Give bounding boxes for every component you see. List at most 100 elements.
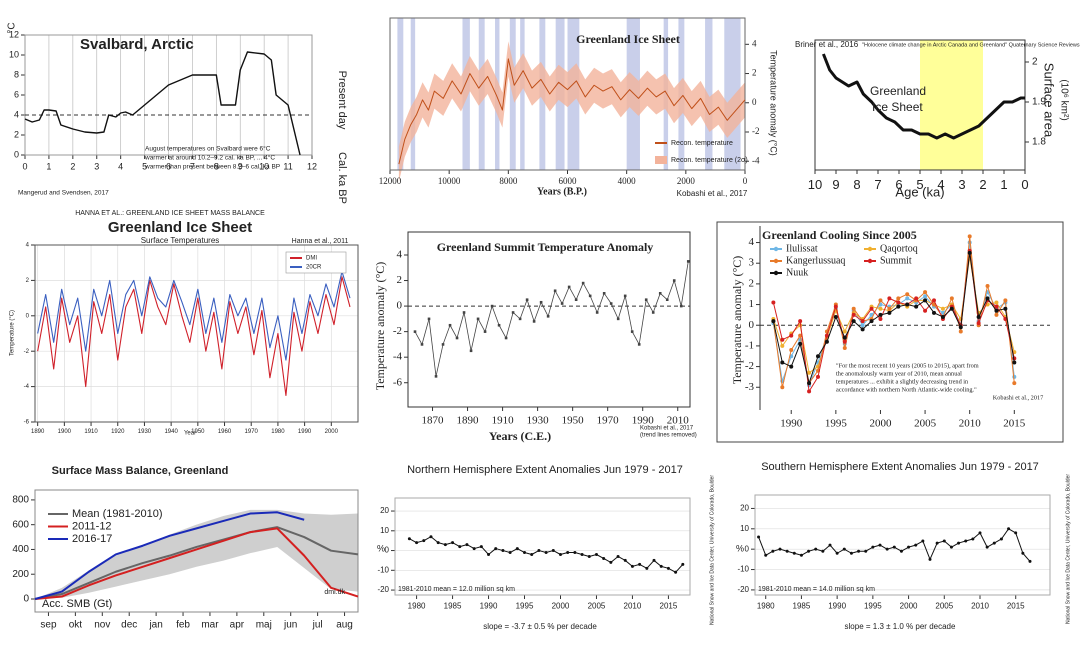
point bbox=[1021, 551, 1025, 555]
point bbox=[420, 343, 424, 346]
point bbox=[537, 549, 541, 553]
series-line bbox=[37, 271, 351, 361]
point bbox=[807, 549, 811, 553]
x-tick-label: 7 bbox=[874, 177, 881, 192]
x-tick-label: 1890 bbox=[31, 429, 45, 435]
uncertainty-band bbox=[398, 41, 745, 182]
point bbox=[686, 260, 690, 263]
y-tick-label: 20 bbox=[740, 504, 749, 513]
point bbox=[638, 562, 642, 566]
y-label: Temperature anomaly (°C) bbox=[373, 262, 387, 391]
legend-label: 2011-12 bbox=[72, 520, 112, 532]
legend-label: Recon. temperature (2σ) bbox=[671, 157, 748, 164]
slope: slope = -3.7 ± 0.5 % per decade bbox=[483, 622, 597, 631]
point bbox=[609, 302, 613, 305]
point bbox=[451, 541, 455, 545]
x-tick-label: 2 bbox=[70, 161, 75, 171]
x-tick-label: 6 bbox=[895, 177, 902, 192]
y-tick-label: 10 bbox=[9, 49, 19, 59]
x-label: Year bbox=[184, 431, 196, 437]
point bbox=[958, 325, 963, 330]
point bbox=[905, 302, 910, 307]
point bbox=[530, 553, 534, 557]
credit: Mangerud and Svendsen, 2017 bbox=[18, 190, 109, 197]
y-tick-label: 0 bbox=[14, 149, 19, 159]
point bbox=[814, 547, 818, 551]
y-tick-label: 400 bbox=[12, 544, 29, 555]
point bbox=[780, 385, 785, 390]
point bbox=[487, 553, 491, 557]
plot-frame bbox=[24, 34, 313, 156]
point bbox=[923, 308, 928, 313]
point bbox=[932, 298, 936, 303]
y-label: % bbox=[736, 543, 744, 553]
x-tick-label: 1930 bbox=[527, 414, 550, 426]
x-tick-label: 11 bbox=[283, 161, 292, 171]
notes: August temperatures on Svalbard were 6°C bbox=[145, 145, 271, 153]
y-tick-label: -4 bbox=[24, 384, 30, 390]
point bbox=[415, 541, 419, 545]
point bbox=[455, 336, 459, 340]
slope: slope = 1.3 ± 1.0 % per decade bbox=[845, 622, 956, 631]
point bbox=[964, 539, 968, 543]
x-tick-label: 1990 bbox=[298, 429, 312, 435]
x-tick-label: 1900 bbox=[58, 429, 72, 435]
point bbox=[595, 311, 599, 314]
point bbox=[958, 329, 963, 334]
point bbox=[764, 553, 768, 557]
point bbox=[869, 319, 874, 324]
x-tick-label: 1910 bbox=[84, 429, 98, 435]
point bbox=[1012, 360, 1017, 365]
series-line bbox=[758, 528, 1031, 562]
y-tick-label: -2 bbox=[24, 349, 30, 355]
x-tick-label: feb bbox=[176, 620, 190, 631]
point bbox=[842, 345, 847, 350]
y-tick-label: 0 bbox=[397, 300, 403, 312]
point bbox=[472, 547, 476, 551]
point bbox=[976, 314, 981, 319]
series-line bbox=[34, 526, 359, 600]
title: Greenland Ice Sheet bbox=[576, 32, 680, 46]
header: HANNA ET AL.: GREENLAND ICE SHEET MASS B… bbox=[75, 210, 265, 217]
point bbox=[413, 330, 417, 333]
point bbox=[878, 317, 883, 322]
point bbox=[771, 300, 776, 305]
notes: temperatures ... exhibit a slightly decr… bbox=[836, 378, 969, 385]
point bbox=[515, 547, 519, 551]
point bbox=[645, 566, 649, 570]
legend-label: Summit bbox=[880, 255, 912, 266]
y-tick-label: 20 bbox=[380, 506, 389, 515]
point bbox=[665, 298, 669, 302]
point bbox=[928, 557, 932, 561]
x-tick-label: 4000 bbox=[618, 176, 637, 186]
y-label: Temperature anomaly (°C) bbox=[730, 256, 744, 385]
point bbox=[1003, 317, 1008, 322]
credit: Hanna et al., 2011 bbox=[292, 238, 349, 245]
point bbox=[560, 302, 564, 305]
notes: warmer than present between 8.2–6 cal. k… bbox=[144, 164, 280, 171]
point bbox=[490, 304, 494, 308]
x-tick-label: 10 bbox=[259, 161, 269, 171]
point bbox=[905, 296, 910, 301]
point bbox=[567, 285, 571, 289]
x-tick-label: 6000 bbox=[559, 176, 578, 186]
point bbox=[878, 298, 883, 303]
x-tick-label: okt bbox=[69, 620, 83, 631]
y-label: (10⁶ km²) bbox=[1058, 79, 1069, 120]
point bbox=[798, 333, 803, 338]
series-line bbox=[34, 527, 359, 600]
x-tick-label: 2005 bbox=[588, 601, 606, 610]
x-tick-label: jul bbox=[312, 620, 323, 631]
point bbox=[923, 294, 928, 299]
highlight-band bbox=[920, 40, 983, 170]
point bbox=[436, 541, 440, 545]
plot-frame bbox=[754, 494, 1051, 596]
point bbox=[851, 319, 856, 324]
shaded-interval bbox=[705, 18, 713, 170]
point bbox=[458, 545, 462, 549]
y-tick-label: 1 bbox=[749, 298, 755, 310]
plot-frame bbox=[407, 231, 691, 408]
y-tick-label: 0 bbox=[385, 546, 390, 555]
point bbox=[921, 539, 925, 543]
